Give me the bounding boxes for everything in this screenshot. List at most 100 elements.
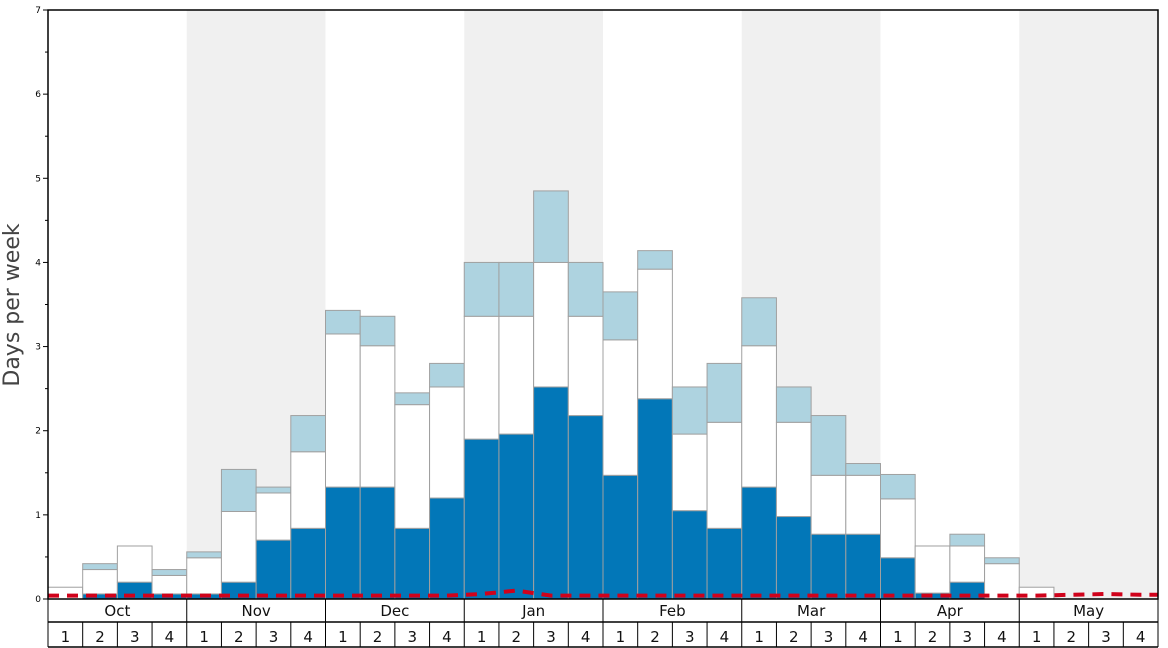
bar-segment-light (949, 533, 986, 547)
bar-segment-white (845, 474, 881, 535)
week-label: 1 (1032, 628, 1042, 646)
bar-segment-light (255, 486, 292, 494)
week-label: 4 (720, 628, 730, 646)
week-label: 1 (338, 628, 348, 646)
y-tick-label: 5 (35, 174, 41, 184)
bar-segment-dark (255, 539, 292, 600)
bar-segment-light (706, 362, 743, 423)
average-dashed-line (48, 588, 1158, 598)
bar-segment-light (220, 468, 257, 512)
week-label: 2 (95, 628, 105, 646)
week-label: 2 (928, 628, 938, 646)
week-label: 2 (512, 628, 522, 646)
month-label: Dec (380, 602, 409, 620)
month-label: Oct (104, 602, 130, 620)
bar-segment-white (775, 421, 812, 518)
y-tick-label: 4 (35, 258, 41, 268)
week-label: 3 (269, 628, 279, 646)
y-tick-label: 7 (35, 6, 41, 16)
month-label: Feb (659, 602, 686, 620)
bar-segment-dark (429, 497, 465, 600)
month-label: Nov (241, 602, 270, 620)
week-label: 3 (685, 628, 695, 646)
bar-segment-white (359, 345, 396, 488)
week-label: 1 (61, 628, 71, 646)
week-label: 2 (650, 628, 660, 646)
x-axis: Oct Nov Dec Jan Feb Mar Apr May 1 2 3 4 1 2 3 4 1 2 3 4 1 2 3 4… (47, 599, 1159, 648)
week-label: 1 (893, 628, 903, 646)
bar-segment-white (220, 510, 257, 583)
week-label: 4 (1136, 628, 1146, 646)
month-label: May (1073, 602, 1104, 620)
bar-segment-white (949, 545, 986, 583)
week-label: 4 (303, 628, 313, 646)
bar-stacks (47, 190, 1055, 600)
week-label: 3 (1101, 628, 1111, 646)
y-axis-label: Days per week (0, 223, 25, 386)
bar-segment-light (775, 386, 812, 423)
bar-segment-white (82, 569, 118, 595)
bar-segment-light (82, 563, 118, 571)
bar-segment-dark (567, 415, 604, 600)
week-label: 3 (546, 628, 556, 646)
bar-segment-white (463, 315, 500, 440)
bar-segment-white (290, 451, 326, 529)
bar-segment-white (741, 345, 777, 488)
bar-segment-light (325, 309, 361, 335)
bar-segment-dark (637, 398, 673, 600)
bar-segment-dark (359, 486, 396, 600)
bar-segment-dark (498, 433, 535, 600)
bar-segment-light (741, 297, 777, 347)
bar-segment-dark (325, 486, 361, 600)
bar-segment-dark (394, 527, 431, 600)
bar-segment-white (394, 404, 431, 529)
bar-segment-light (567, 261, 604, 317)
week-label: 4 (581, 628, 591, 646)
bar-segment-light (394, 392, 431, 406)
month-label: Apr (937, 602, 964, 620)
bar-segment-light (602, 291, 639, 341)
bar-segment-dark (775, 516, 812, 600)
bar-segment-light (463, 261, 500, 317)
bar-segment-white (325, 333, 361, 488)
bar-segment-white (186, 557, 222, 595)
bar-segment-white (914, 545, 951, 594)
bar-segment-white (151, 574, 188, 595)
week-label: 3 (962, 628, 972, 646)
bar-segment-dark (671, 510, 708, 600)
bar-segment-white (637, 268, 673, 400)
week-label: 3 (407, 628, 417, 646)
bar-segment-dark (741, 486, 777, 600)
bar-segment-light (151, 569, 188, 576)
week-label: 1 (616, 628, 626, 646)
bar-segment-light (186, 551, 222, 559)
bar-segment-light (359, 315, 396, 347)
bar-segment-dark (602, 474, 639, 600)
week-label: 4 (858, 628, 868, 646)
week-label: 2 (789, 628, 799, 646)
bar-segment-light (671, 386, 708, 435)
y-tick-label: 3 (35, 343, 41, 353)
bar-segment-light (429, 362, 465, 388)
bar-segment-white (429, 386, 465, 499)
week-label: 2 (373, 628, 383, 646)
week-label: 3 (824, 628, 834, 646)
bar-segment-white (880, 498, 916, 559)
bar-segment-light (984, 557, 1020, 565)
bar-segment-dark (845, 533, 881, 600)
week-label: 4 (165, 628, 175, 646)
bar-segment-white (810, 474, 847, 535)
week-label: 1 (477, 628, 487, 646)
bar-segment-light (498, 261, 535, 317)
week-label: 1 (199, 628, 209, 646)
month-shade-may (1019, 10, 1158, 599)
average-line (48, 588, 1158, 598)
y-tick-label: 0 (35, 595, 41, 605)
bar-segment-dark (880, 557, 916, 600)
bar-segment-light (880, 473, 916, 500)
week-label: 4 (442, 628, 452, 646)
bar-segment-dark (463, 438, 500, 600)
bar-segment-light (290, 415, 326, 453)
bar-segment-dark (706, 527, 743, 600)
